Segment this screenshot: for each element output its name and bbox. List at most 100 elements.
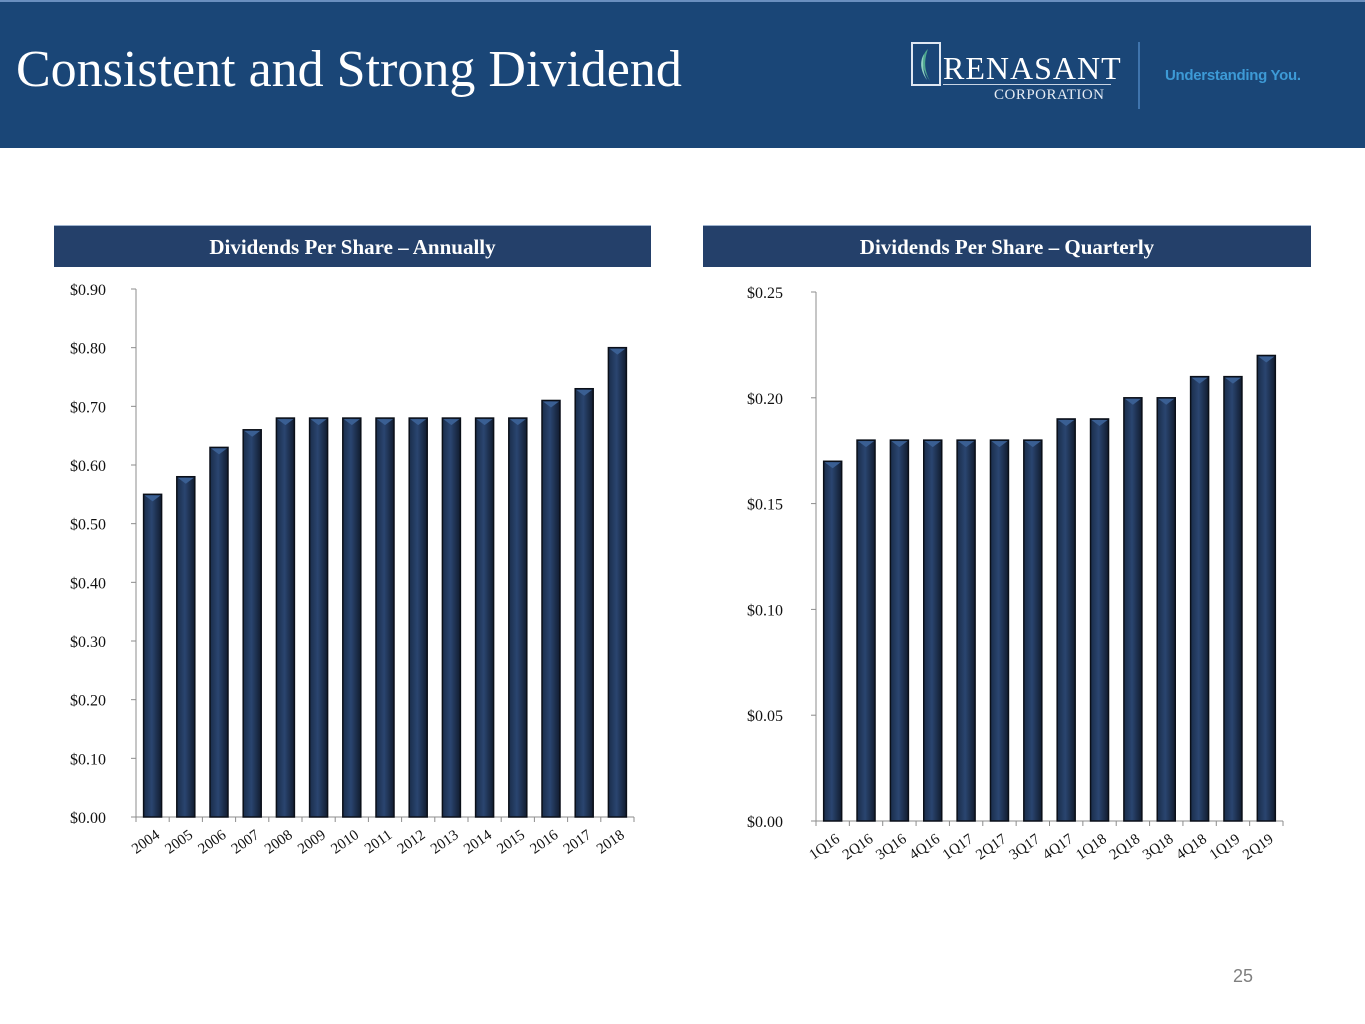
x-tick-label: 3Q17 xyxy=(1007,831,1044,864)
bar-3Q18 xyxy=(1156,397,1176,822)
company-name: RENASANT xyxy=(943,50,1122,86)
bar-bevel xyxy=(543,401,559,408)
bar-bevel xyxy=(1258,356,1275,363)
bar-2Q17 xyxy=(989,439,1010,822)
slide-title: Consistent and Strong Dividend xyxy=(16,41,682,98)
bar-bevel xyxy=(858,441,875,448)
company-subtitle: CORPORATION xyxy=(994,87,1105,103)
bar-bevel xyxy=(891,441,908,448)
y-tick-label: $0.00 xyxy=(747,814,783,831)
bar-2Q18 xyxy=(1123,397,1143,822)
bar-2009 xyxy=(308,417,329,818)
annual-panel-header: Dividends Per Share – Annually xyxy=(54,225,651,267)
bar-bevel xyxy=(177,477,194,484)
x-tick-label: 2014 xyxy=(461,827,495,858)
bar-bevel xyxy=(824,462,841,469)
bar-2016 xyxy=(541,399,561,818)
bar-bevel xyxy=(377,419,393,426)
bar-1Q18 xyxy=(1089,418,1110,822)
bar-bevel xyxy=(924,441,941,448)
bar-bevel xyxy=(277,419,294,426)
x-tick-label: 2016 xyxy=(528,827,562,858)
x-tick-label: 1Q16 xyxy=(806,831,843,864)
y-tick-label: $0.10 xyxy=(747,602,783,619)
y-tick-label: $0.50 xyxy=(70,517,106,534)
x-tick-label: 1Q18 xyxy=(1073,831,1109,863)
slide-header: Consistent and Strong Dividend RENASANT … xyxy=(0,0,1365,148)
x-tick-label: 1Q17 xyxy=(940,831,977,864)
y-tick-label: $0.20 xyxy=(70,693,106,710)
bar-bevel xyxy=(144,495,161,502)
y-tick-label: $0.60 xyxy=(70,458,106,475)
bar-4Q17 xyxy=(1056,418,1076,822)
x-tick-label: 2015 xyxy=(494,827,528,857)
bar-bevel xyxy=(1058,419,1075,426)
bar-bevel xyxy=(1024,441,1041,448)
x-tick-label: 3Q18 xyxy=(1140,831,1176,863)
bar-2011 xyxy=(375,417,395,818)
y-tick-label: $0.05 xyxy=(747,708,783,725)
x-tick-label: 2006 xyxy=(196,827,230,858)
x-tick-label: 2Q16 xyxy=(840,831,877,864)
bar-2005 xyxy=(176,475,196,818)
y-tick-label: $0.20 xyxy=(747,391,783,408)
logo-divider xyxy=(1138,42,1140,109)
annual-dividend-chart: $0.00 $0.10 $0.20 $0.30 $0.40 $0.50 $0.60 $0.70… xyxy=(70,282,635,858)
x-tick-label: 2007 xyxy=(229,827,263,858)
x-tick-label: 2012 xyxy=(395,827,429,857)
bar-2004 xyxy=(142,493,163,818)
x-tick-label: 2Q19 xyxy=(1240,831,1276,863)
x-tick-label: 2004 xyxy=(129,827,163,858)
bar-2014 xyxy=(474,417,495,818)
bar-bevel xyxy=(1158,398,1175,405)
bar-bevel xyxy=(211,448,227,455)
bar-bevel xyxy=(576,389,593,396)
bar-2010 xyxy=(342,417,362,818)
x-tick-label: 4Q17 xyxy=(1040,831,1077,864)
bar-bevel xyxy=(509,419,526,426)
bar-4Q16 xyxy=(923,439,943,822)
company-tagline: Understanding You. xyxy=(1165,67,1301,84)
x-tick-label: 2008 xyxy=(262,827,296,857)
x-tick-label: 4Q18 xyxy=(1173,831,1209,863)
x-tick-label: 4Q16 xyxy=(907,831,944,864)
bar-bevel xyxy=(1224,377,1241,384)
y-tick-label: $0.10 xyxy=(70,751,106,768)
y-tick-label: $0.30 xyxy=(70,634,106,651)
x-tick-label: 2Q18 xyxy=(1107,831,1143,863)
leaf-logo-glyph xyxy=(921,49,930,81)
bar-bevel xyxy=(1124,398,1141,405)
bar-2Q16 xyxy=(856,439,876,822)
bar-1Q19 xyxy=(1223,375,1243,822)
y-tick-label: $0.90 xyxy=(70,282,106,299)
bar-bevel xyxy=(476,419,493,426)
y-tick-label: $0.70 xyxy=(70,399,106,416)
bar-2008 xyxy=(275,417,296,818)
bar-2007 xyxy=(242,429,262,818)
x-tick-label: 2005 xyxy=(162,827,196,857)
bar-bevel xyxy=(1191,377,1208,384)
quarterly-dividend-chart: $0.00$0.05$0.10$0.15$0.20$0.251Q162Q163Q… xyxy=(747,285,1284,864)
bar-bevel xyxy=(991,441,1008,448)
x-tick-label: 3Q16 xyxy=(873,831,910,864)
bar-3Q17 xyxy=(1023,439,1043,822)
x-tick-label: 2Q17 xyxy=(973,831,1010,864)
bar-bevel xyxy=(343,419,360,426)
bar-3Q16 xyxy=(889,439,910,822)
bar-bevel xyxy=(410,419,427,426)
bar-2018 xyxy=(607,346,628,818)
y-tick-label: $0.00 xyxy=(70,810,106,827)
bar-1Q17 xyxy=(956,439,976,822)
x-tick-label: 1Q19 xyxy=(1207,831,1243,863)
bar-bevel xyxy=(443,419,460,426)
page-number: 25 xyxy=(1233,966,1254,986)
bar-bevel xyxy=(310,419,327,426)
bar-2012 xyxy=(408,417,428,818)
x-tick-label: 2011 xyxy=(362,827,395,857)
x-tick-label: 2017 xyxy=(561,827,595,858)
y-tick-label: $0.40 xyxy=(70,575,106,592)
bar-bevel xyxy=(244,430,261,437)
x-tick-label: 2010 xyxy=(328,827,362,857)
y-tick-label: $0.25 xyxy=(747,285,783,302)
bar-1Q16 xyxy=(822,460,843,822)
